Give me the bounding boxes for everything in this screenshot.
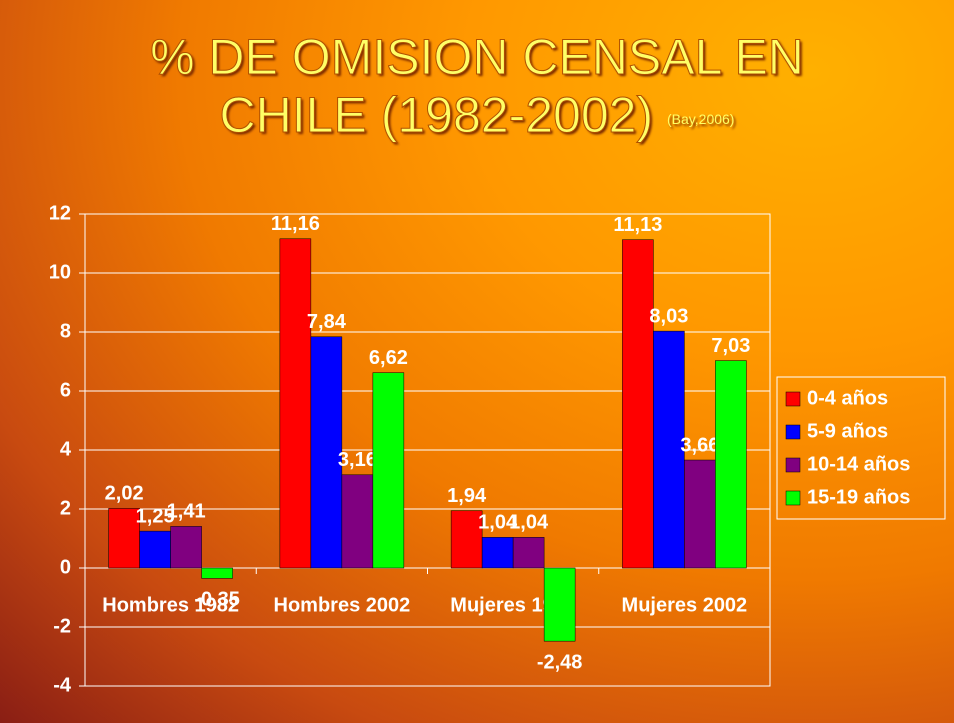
x-tick-label: Mujeres 2002 bbox=[622, 594, 748, 616]
data-label: 11,13 bbox=[613, 214, 662, 236]
data-label: 3,66 bbox=[680, 434, 719, 456]
bar bbox=[170, 526, 202, 569]
bar bbox=[684, 459, 716, 569]
chart-title: % DE OMISION CENSAL EN CHILE (1982-2002) bbox=[150, 29, 805, 144]
data-label: 11,16 bbox=[271, 213, 320, 235]
y-tick-label: -2 bbox=[53, 615, 71, 637]
data-label: 3,16 bbox=[338, 449, 377, 471]
y-tick-label: 6 bbox=[60, 379, 71, 401]
bar bbox=[139, 530, 171, 569]
bar bbox=[543, 567, 576, 642]
bar bbox=[108, 508, 140, 569]
bar bbox=[372, 372, 405, 569]
data-label: -2,48 bbox=[537, 651, 583, 673]
data-label: 2,02 bbox=[105, 483, 144, 505]
x-tick-label: Hombres 1982 bbox=[102, 594, 239, 616]
bar bbox=[279, 238, 312, 569]
x-tick-label: Hombres 2002 bbox=[274, 594, 411, 616]
bar bbox=[201, 567, 233, 579]
bar bbox=[481, 537, 514, 569]
data-label: 8,03 bbox=[649, 305, 688, 327]
legend-label: 0-4 años bbox=[807, 387, 888, 409]
y-tick-label: 4 bbox=[60, 438, 72, 460]
bar bbox=[622, 239, 654, 569]
bar bbox=[512, 537, 545, 569]
legend-label: 5-9 años bbox=[807, 420, 888, 442]
y-tick-label: 12 bbox=[49, 202, 71, 224]
bar bbox=[715, 360, 747, 569]
data-label: 7,84 bbox=[307, 311, 347, 333]
y-tick-label: 2 bbox=[60, 497, 71, 519]
data-label: 6,62 bbox=[369, 347, 408, 369]
data-label: 1,25 bbox=[136, 505, 175, 527]
y-tick-label: -4 bbox=[53, 674, 72, 696]
y-tick-label: 8 bbox=[60, 320, 71, 342]
y-tick-label: 0 bbox=[60, 556, 71, 578]
y-tick-label: 10 bbox=[49, 261, 71, 283]
data-label: 1,04 bbox=[478, 512, 518, 534]
legend-box bbox=[776, 376, 946, 520]
legend-swatch bbox=[785, 457, 801, 473]
data-label: 7,03 bbox=[711, 335, 750, 357]
legend-label: 10-14 años bbox=[807, 453, 910, 475]
data-label: 1,41 bbox=[167, 501, 206, 523]
legend-label: 15-19 años bbox=[807, 486, 910, 508]
legend-swatch bbox=[785, 391, 801, 407]
data-label: -0,35 bbox=[194, 589, 240, 611]
legend-swatch bbox=[785, 424, 801, 440]
bar bbox=[310, 336, 343, 569]
legend-swatch bbox=[785, 490, 801, 506]
data-label: 1,94 bbox=[447, 485, 487, 507]
data-label: 1,04 bbox=[509, 512, 549, 534]
chart-subtitle: (Bay,2006) bbox=[667, 110, 735, 127]
bar bbox=[341, 474, 374, 569]
bar bbox=[450, 510, 483, 569]
chart-title-block: % DE OMISION CENSAL EN CHILE (1982-2002)… bbox=[80, 28, 874, 148]
bar bbox=[653, 330, 685, 569]
